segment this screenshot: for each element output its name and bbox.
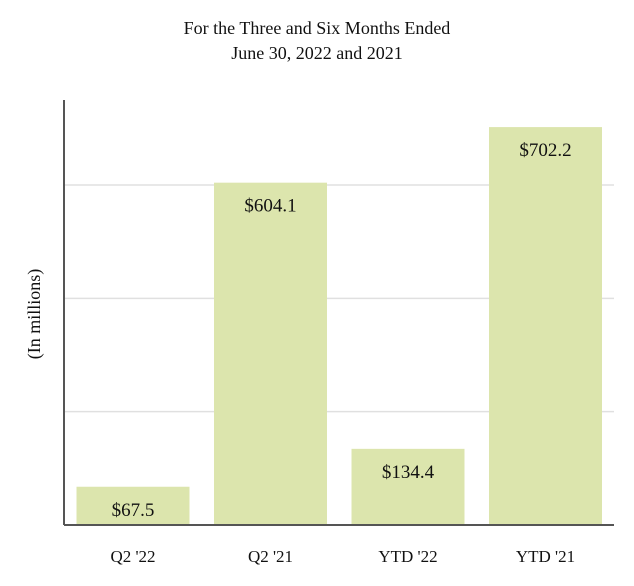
bar-3: [489, 127, 602, 525]
axes: [63, 100, 614, 526]
x-tick-label-2: YTD '22: [378, 547, 437, 566]
bar-0: [76, 486, 190, 525]
x-tick-label-1: Q2 '21: [248, 547, 293, 566]
bars: [76, 127, 602, 525]
data-label-0: $67.5: [112, 500, 155, 521]
chart-title-line-2: June 30, 2022 and 2021: [231, 43, 403, 63]
chart-title-line-1: For the Three and Six Months Ended: [183, 18, 451, 38]
y-axis-label: (In millions): [24, 269, 45, 360]
chart-title: For the Three and Six Months Ended June …: [0, 16, 634, 66]
x-tick-label-3: YTD '21: [516, 547, 575, 566]
labels: $67.5 Q2 '22 $604.1 Q2 '21 $134.4 YTD '22 $702…: [110, 140, 575, 566]
bar-1: [214, 182, 327, 525]
data-label-2: $134.4: [382, 462, 435, 483]
data-label-1: $604.1: [244, 196, 296, 217]
x-tick-label-0: Q2 '22: [110, 547, 155, 566]
data-label-3: $702.2: [519, 140, 571, 161]
bar-2: [351, 448, 465, 525]
